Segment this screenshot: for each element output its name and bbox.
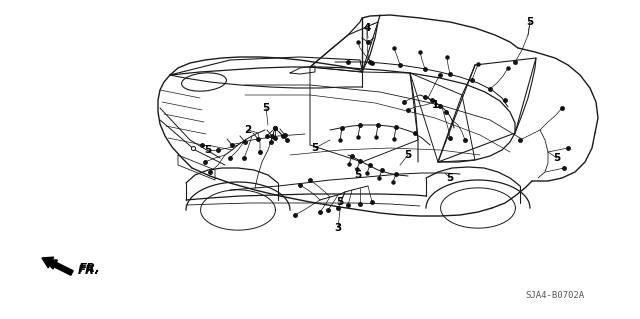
- Text: 2: 2: [244, 125, 252, 135]
- FancyArrow shape: [42, 257, 73, 275]
- Text: 1: 1: [431, 100, 438, 110]
- Text: 5: 5: [446, 173, 454, 183]
- Text: 5: 5: [404, 150, 412, 160]
- Text: FR.: FR.: [78, 263, 100, 277]
- Text: SJA4-B0702A: SJA4-B0702A: [525, 292, 584, 300]
- Text: 5: 5: [337, 197, 344, 207]
- Text: 5: 5: [204, 145, 212, 155]
- Text: FR.: FR.: [79, 263, 100, 276]
- Text: 5: 5: [355, 170, 362, 180]
- Text: 5: 5: [554, 153, 561, 163]
- Text: 5: 5: [312, 143, 319, 153]
- Text: 3: 3: [334, 223, 342, 233]
- Text: 5: 5: [526, 17, 534, 27]
- Text: 4: 4: [364, 23, 371, 33]
- Text: 5: 5: [262, 103, 269, 113]
